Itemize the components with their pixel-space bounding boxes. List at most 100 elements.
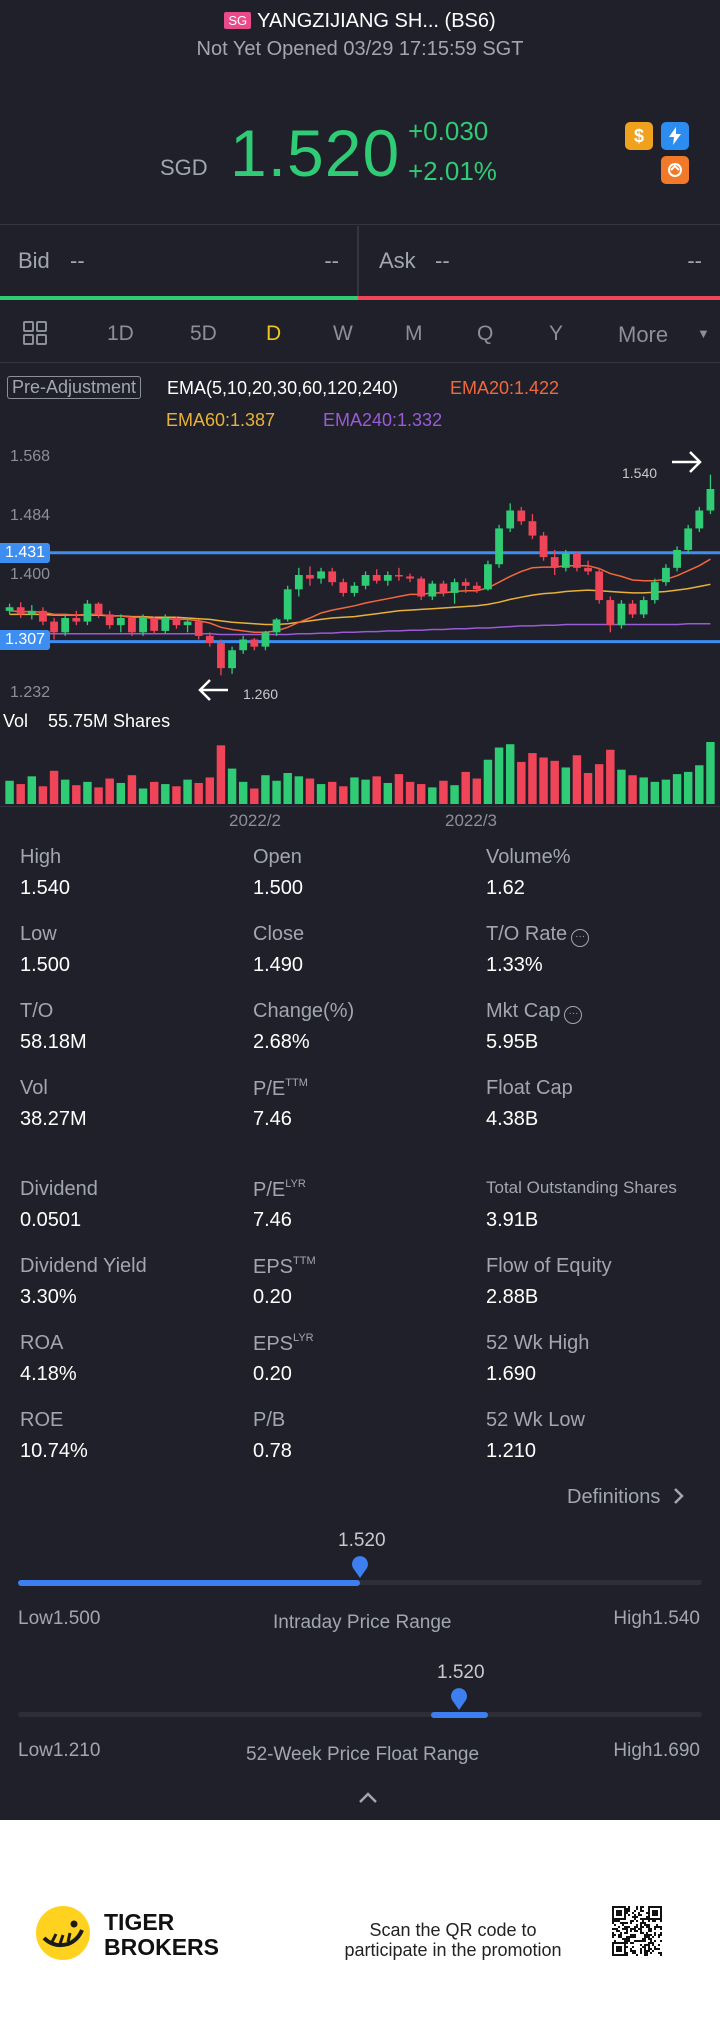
stat-label: Vol — [20, 1077, 48, 1099]
volume-bar — [617, 769, 626, 804]
bid-panel: Bid -- -- — [0, 226, 357, 298]
volume-bar — [561, 767, 571, 804]
y-tick: 1.568 — [10, 448, 51, 465]
volume-bar — [461, 771, 470, 804]
grid-icon[interactable] — [22, 320, 48, 352]
volume-bar — [27, 776, 37, 804]
volume-bar — [49, 770, 59, 804]
vol-value: 55.75M Shares — [48, 711, 171, 731]
stat-label: T/O — [20, 1000, 54, 1022]
stat-label: Close — [253, 923, 305, 945]
ema20-legend: EMA20:1.422 — [450, 378, 560, 398]
candle — [50, 618, 58, 640]
volume-bar — [539, 757, 548, 804]
info-icon[interactable]: ··· — [571, 929, 590, 947]
tab-m[interactable]: M — [405, 322, 423, 345]
tab-d[interactable]: D — [266, 322, 282, 345]
volume-bar — [350, 777, 359, 804]
stat-label: Dividend Yield — [20, 1255, 147, 1277]
candle — [172, 616, 181, 629]
volume-bar — [505, 744, 515, 804]
stat-label: ROA — [20, 1332, 64, 1354]
info-icon[interactable]: ··· — [564, 1006, 583, 1024]
volume-chart[interactable] — [0, 736, 720, 808]
stat-label: Change(%) — [253, 1000, 355, 1022]
week52-track — [18, 1712, 702, 1717]
volume-bar — [327, 781, 337, 804]
qr-code[interactable] — [612, 1906, 662, 1956]
volume-bar — [450, 785, 459, 804]
chevron-up-icon[interactable] — [358, 1790, 378, 1809]
dollar-icon[interactable]: $ — [625, 122, 653, 150]
candle — [706, 474, 715, 515]
ask-label: Ask — [379, 248, 416, 273]
volume-bar — [517, 761, 526, 804]
stat-value: 0.78 — [253, 1440, 292, 1462]
chevron-right-icon — [666, 1486, 686, 1508]
definitions-label: Definitions — [567, 1486, 661, 1508]
ema-config-label[interactable]: EMA(5,10,20,30,60,120,240) — [167, 378, 399, 398]
candle — [261, 630, 270, 651]
candle — [517, 506, 526, 525]
stat-value: 1.33% — [486, 954, 543, 976]
candle — [561, 549, 570, 572]
stat-value: 7.46 — [253, 1108, 292, 1130]
definitions-link[interactable]: Definitions — [567, 1486, 686, 1509]
lightning-icon[interactable] — [661, 122, 689, 150]
tab-w[interactable]: W — [333, 322, 353, 345]
candle — [16, 602, 25, 618]
stock-title[interactable]: SG YANGZIJIANG SH... (BS6) — [0, 10, 720, 33]
x-axis-label: 2022/3 — [445, 811, 497, 830]
candle — [372, 569, 381, 584]
last-price: 1.520 — [230, 116, 401, 190]
stat-label: P/ETTM — [253, 1077, 308, 1100]
tab-q[interactable]: Q — [477, 322, 494, 345]
volume-bar — [416, 784, 426, 804]
candle — [317, 567, 325, 584]
candle — [484, 560, 492, 591]
tab-more[interactable]: More — [618, 322, 669, 347]
candle — [116, 614, 125, 633]
volume-bar — [194, 782, 203, 804]
week52-high: High1.690 — [613, 1740, 700, 1761]
stat-label: 52 Wk Low — [486, 1409, 585, 1431]
volume-bar — [127, 775, 137, 804]
volume-bar — [261, 775, 270, 804]
stat-label: EPSLYR — [253, 1332, 314, 1355]
stat-value: 3.91B — [486, 1209, 539, 1231]
candle — [595, 567, 604, 604]
tab-y[interactable]: Y — [549, 322, 564, 345]
switch-icon[interactable] — [661, 156, 689, 184]
volume-bar — [405, 781, 415, 804]
volume-bar — [706, 742, 715, 804]
stat-value: 3.30% — [20, 1286, 77, 1308]
candle — [306, 566, 314, 586]
price-line-label-low[interactable]: 1.307 — [0, 630, 51, 650]
market-badge: SG — [224, 12, 252, 29]
intraday-marker-icon — [351, 1556, 369, 1583]
volume-bar — [149, 781, 159, 804]
candle — [617, 600, 626, 629]
arrow-right-icon — [670, 448, 704, 481]
divider — [0, 224, 720, 225]
volume-bar — [138, 788, 148, 804]
intraday-fill — [18, 1580, 360, 1586]
volume-bar — [316, 784, 326, 804]
chevron-down-icon[interactable]: ▼ — [697, 326, 710, 341]
stat-value: 38.27M — [20, 1108, 87, 1130]
tab-5d[interactable]: 5D — [190, 322, 217, 345]
volume-bar — [472, 778, 482, 804]
candlestick-chart[interactable] — [0, 440, 720, 710]
divider — [0, 362, 720, 363]
pre-adjustment-toggle[interactable]: Pre-Adjustment — [7, 376, 142, 399]
volume-bar — [361, 779, 370, 804]
week52-fill — [431, 1712, 488, 1718]
candle — [39, 607, 47, 626]
stat-value: 0.20 — [253, 1286, 292, 1308]
volume-bar — [294, 776, 304, 804]
candle — [650, 578, 659, 604]
candle — [61, 614, 70, 636]
min-price-label: 1.260 — [243, 686, 279, 702]
price-line-label-high[interactable]: 1.431 — [0, 543, 51, 563]
tab-1d[interactable]: 1D — [107, 322, 134, 345]
